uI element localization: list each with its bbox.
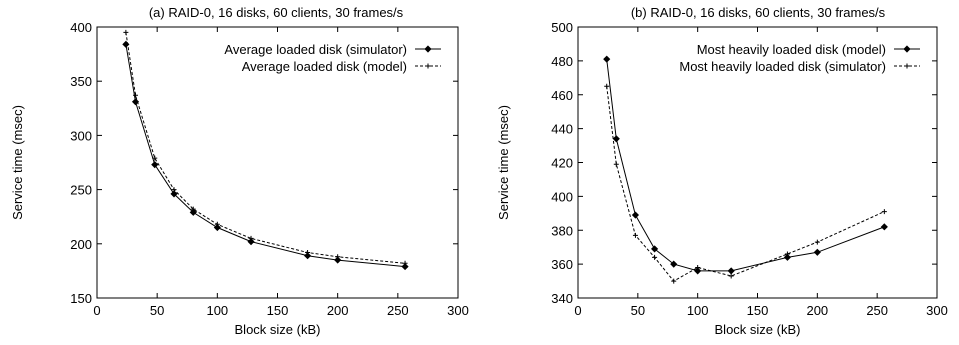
chart2-series-2-point bbox=[814, 239, 820, 245]
chart1-series-1-point bbox=[334, 256, 342, 264]
chart2-series-2-point bbox=[652, 254, 658, 260]
chart1-title: (a) RAID-0, 16 disks, 60 clients, 30 fra… bbox=[149, 5, 404, 20]
chart2-legend: Most heavily loaded disk (model) Most hea… bbox=[679, 42, 920, 74]
chart1-y-tick-label: 350 bbox=[70, 74, 92, 89]
chart2-x-tick-label: 150 bbox=[747, 303, 769, 318]
chart1-y-tick-label: 300 bbox=[70, 128, 92, 143]
chart1-legend: Average loaded disk (simulator) Average l… bbox=[224, 42, 441, 74]
chart2-series-2-point bbox=[695, 265, 701, 271]
chart2-series-1-point bbox=[603, 55, 611, 63]
chart2-series-2-point bbox=[784, 251, 790, 257]
chart2-y-tick-label: 440 bbox=[551, 122, 573, 137]
chart1-x-tick-label: 300 bbox=[447, 303, 469, 318]
chart1-series-2-point bbox=[248, 235, 254, 241]
chart1-series-1-point bbox=[151, 161, 159, 169]
chart1: (a) RAID-0, 16 disks, 60 clients, 30 fra… bbox=[10, 5, 469, 337]
chart2-title: (b) RAID-0, 16 disks, 60 clients, 30 fra… bbox=[631, 5, 886, 20]
chart2-series-2 bbox=[604, 83, 887, 284]
chart1-y-tick-label: 250 bbox=[70, 183, 92, 198]
chart2-x-tick-label: 250 bbox=[866, 303, 888, 318]
chart2-series-2-point bbox=[604, 83, 610, 89]
chart2-series-1-point bbox=[727, 267, 735, 275]
chart1-legend-label-2: Average loaded disk (model) bbox=[242, 59, 407, 74]
chart1-series-2-point bbox=[133, 92, 139, 98]
chart1-series-1-point bbox=[401, 262, 409, 271]
chart2-y-tick-label: 480 bbox=[551, 54, 573, 69]
chart1-x-axis-label: Block size (kB) bbox=[235, 322, 321, 337]
chart1-series-1-point bbox=[304, 252, 312, 260]
chart1-series-2-point bbox=[402, 260, 408, 266]
chart2-y-tick-label: 400 bbox=[551, 189, 573, 204]
chart2-series-2-point bbox=[671, 278, 677, 284]
chart2-series-1-point bbox=[783, 253, 791, 261]
chart1-series-2-line bbox=[125, 32, 406, 264]
chart2-y-tick-label: 340 bbox=[551, 291, 573, 306]
chart1-series-1-point bbox=[170, 190, 178, 198]
chart2-y-tick-label: 460 bbox=[551, 88, 573, 103]
chart1-y-tick-label: 200 bbox=[70, 237, 92, 252]
chart2-series-1-line bbox=[606, 59, 885, 272]
chart1-series-2-point bbox=[123, 29, 129, 35]
chart1-legend-marker-1 bbox=[424, 45, 432, 53]
chart2-series-1-point bbox=[651, 245, 659, 253]
chart2-y-axis-label: Service time (msec) bbox=[496, 105, 511, 220]
chart2-series-2-point bbox=[881, 209, 887, 215]
chart1-series-1-point bbox=[131, 98, 140, 106]
chart2-y-tick-label: 500 bbox=[551, 20, 573, 35]
chart1-series-2-point bbox=[335, 254, 341, 260]
chart1-series-2-point bbox=[214, 221, 220, 227]
chart2-series-1-point bbox=[880, 223, 888, 231]
chart1-legend-marker-2 bbox=[425, 63, 431, 69]
chart2-x-tick-label: 0 bbox=[574, 303, 581, 318]
chart1-series-2 bbox=[123, 29, 408, 266]
chart1-series-1-point bbox=[189, 208, 197, 216]
chart2-series-1-point bbox=[631, 211, 640, 219]
chart2-series-2-point bbox=[632, 232, 638, 238]
chart2-series-2-line bbox=[606, 86, 885, 282]
chart2-legend-marker-1 bbox=[903, 45, 911, 53]
chart1-legend-label-1: Average loaded disk (simulator) bbox=[224, 42, 407, 57]
chart1-x-tick-label: 250 bbox=[387, 303, 409, 318]
chart1-y-axis-label: Service time (msec) bbox=[10, 105, 25, 220]
chart2-y-tick-label: 380 bbox=[551, 223, 573, 238]
chart1-y-tick-label: 150 bbox=[70, 291, 92, 306]
chart2-series-2-point bbox=[613, 161, 619, 167]
chart1-y-tick-label: 400 bbox=[70, 20, 92, 35]
chart1-series-2-point bbox=[171, 187, 177, 193]
chart1-series-1 bbox=[122, 40, 409, 271]
chart2-y-tick-label: 420 bbox=[551, 156, 573, 171]
chart2-y-tick-label: 360 bbox=[551, 257, 573, 272]
chart1-x-tick-label: 100 bbox=[206, 303, 228, 318]
chart1-x-tick-label: 50 bbox=[150, 303, 164, 318]
chart2-legend-label-2: Most heavily loaded disk (simulator) bbox=[679, 59, 886, 74]
chart1-x-tick-label: 200 bbox=[327, 303, 349, 318]
chart2-x-tick-label: 200 bbox=[806, 303, 828, 318]
chart1-series-2-point bbox=[152, 155, 158, 161]
chart2-series-1-point bbox=[694, 267, 702, 275]
chart2-series-2-point bbox=[728, 273, 734, 279]
chart2-series-1 bbox=[603, 55, 888, 275]
chart2-legend-label-1: Most heavily loaded disk (model) bbox=[697, 42, 886, 57]
chart1-series-2-point bbox=[190, 206, 196, 212]
chart2-legend-marker-2 bbox=[904, 63, 910, 69]
chart1-series-1-line bbox=[125, 44, 406, 268]
chart2-x-tick-label: 300 bbox=[926, 303, 948, 318]
chart2-series-1-point bbox=[813, 248, 821, 256]
chart2-x-tick-label: 50 bbox=[631, 303, 645, 318]
chart2-x-axis-label: Block size (kB) bbox=[715, 322, 801, 337]
chart1-series-2-point bbox=[305, 249, 311, 255]
chart2-x-tick-label: 100 bbox=[687, 303, 709, 318]
chart1-x-tick-label: 150 bbox=[267, 303, 289, 318]
chart1-series-1-point bbox=[247, 238, 255, 246]
chart1-x-tick-label: 0 bbox=[93, 303, 100, 318]
chart1-series-1-point bbox=[213, 223, 221, 232]
chart2-series-1-point bbox=[612, 135, 620, 143]
chart2: (b) RAID-0, 16 disks, 60 clients, 30 fra… bbox=[496, 5, 948, 337]
chart2-series-1-point bbox=[670, 260, 678, 268]
